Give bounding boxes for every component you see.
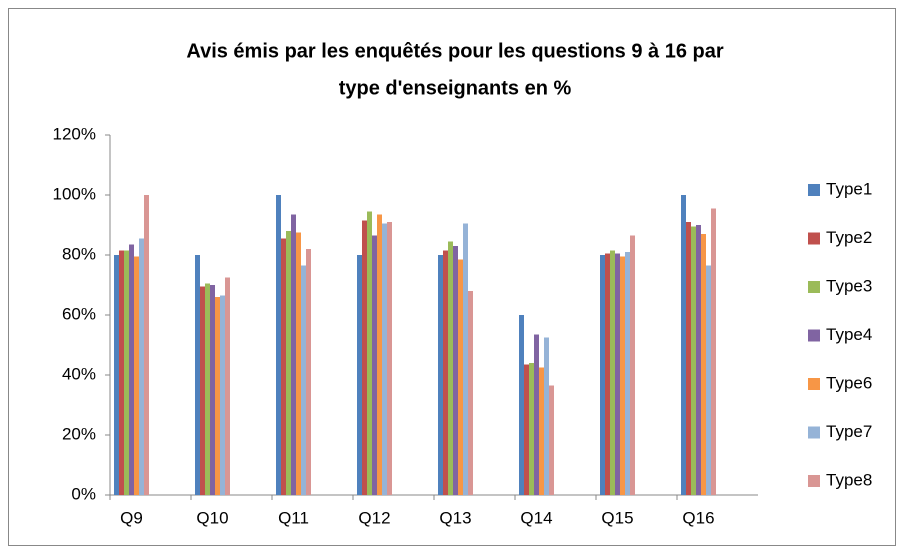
x-tick-label: Q16 bbox=[682, 508, 714, 527]
bar bbox=[291, 214, 296, 495]
bar bbox=[210, 285, 215, 495]
bar bbox=[286, 231, 291, 495]
bar bbox=[706, 265, 711, 495]
x-tick-label: Q10 bbox=[196, 508, 228, 527]
bar bbox=[630, 235, 635, 495]
bar bbox=[276, 195, 281, 495]
bar bbox=[301, 265, 306, 495]
legend-label: Type3 bbox=[826, 276, 872, 295]
x-tick-label: Q12 bbox=[358, 508, 390, 527]
legend-swatch bbox=[808, 426, 820, 439]
x-tick-label: Q11 bbox=[278, 508, 309, 527]
bar bbox=[463, 223, 468, 495]
bar bbox=[549, 385, 554, 495]
legend-label: Type8 bbox=[826, 470, 872, 489]
legend-label: Type6 bbox=[826, 373, 872, 392]
bar bbox=[600, 255, 605, 495]
bar bbox=[529, 363, 534, 495]
y-tick-label: 100% bbox=[53, 184, 96, 203]
bar bbox=[296, 232, 301, 495]
legend-swatch bbox=[808, 232, 820, 245]
legend-label: Type4 bbox=[826, 325, 872, 344]
bar bbox=[119, 250, 124, 495]
bar bbox=[696, 225, 701, 495]
bar bbox=[139, 238, 144, 495]
bar bbox=[215, 297, 220, 495]
bar bbox=[372, 235, 377, 495]
bar bbox=[220, 295, 225, 495]
legend-swatch bbox=[808, 378, 820, 390]
legend-label: Type2 bbox=[826, 228, 872, 247]
bar bbox=[367, 211, 372, 495]
bar bbox=[686, 222, 691, 495]
bar bbox=[114, 255, 119, 495]
y-tick-label: 20% bbox=[62, 424, 96, 443]
x-tick-label: Q13 bbox=[439, 508, 471, 527]
bar bbox=[387, 222, 392, 495]
bar bbox=[443, 250, 448, 495]
bar bbox=[544, 337, 549, 495]
y-tick-label: 80% bbox=[62, 244, 96, 263]
bar bbox=[357, 255, 362, 495]
bar bbox=[144, 195, 149, 495]
bar bbox=[200, 286, 205, 495]
bar bbox=[205, 283, 210, 495]
bar bbox=[701, 234, 706, 495]
bar bbox=[134, 256, 139, 495]
bar bbox=[519, 315, 524, 495]
bar bbox=[615, 253, 620, 495]
bar bbox=[534, 334, 539, 495]
bar bbox=[468, 291, 473, 495]
legend-label: Type1 bbox=[826, 179, 872, 198]
bar bbox=[625, 252, 630, 495]
bar bbox=[620, 256, 625, 495]
legend-label: Type7 bbox=[826, 422, 872, 441]
x-tick-label: Q14 bbox=[520, 508, 552, 527]
bar bbox=[453, 246, 458, 495]
bar bbox=[225, 277, 230, 495]
bar bbox=[195, 255, 200, 495]
bar bbox=[382, 223, 387, 495]
bar bbox=[681, 195, 686, 495]
legend-swatch bbox=[808, 281, 820, 293]
legend-swatch bbox=[808, 475, 820, 487]
chart-title: type d'enseignants en % bbox=[339, 77, 572, 99]
y-tick-label: 0% bbox=[71, 484, 96, 503]
bar bbox=[605, 253, 610, 495]
bar bbox=[124, 250, 129, 495]
legend-swatch bbox=[808, 184, 820, 196]
bar bbox=[377, 214, 382, 495]
bar bbox=[306, 249, 311, 495]
bar bbox=[524, 364, 529, 495]
bar bbox=[438, 255, 443, 495]
bar bbox=[448, 241, 453, 495]
bar bbox=[539, 367, 544, 495]
bar bbox=[281, 238, 286, 495]
bar bbox=[129, 244, 134, 495]
chart-title: Avis émis par les enquêtés pour les ques… bbox=[186, 40, 723, 62]
bar bbox=[711, 208, 716, 495]
y-tick-label: 60% bbox=[62, 304, 96, 323]
bar bbox=[458, 259, 463, 495]
legend-swatch bbox=[808, 329, 820, 342]
x-tick-label: Q15 bbox=[601, 508, 633, 527]
x-tick-label: Q9 bbox=[120, 508, 143, 527]
y-tick-label: 120% bbox=[53, 124, 96, 143]
bar bbox=[691, 226, 696, 495]
bar bbox=[610, 250, 615, 495]
y-tick-label: 40% bbox=[62, 364, 96, 383]
bar bbox=[362, 220, 367, 495]
